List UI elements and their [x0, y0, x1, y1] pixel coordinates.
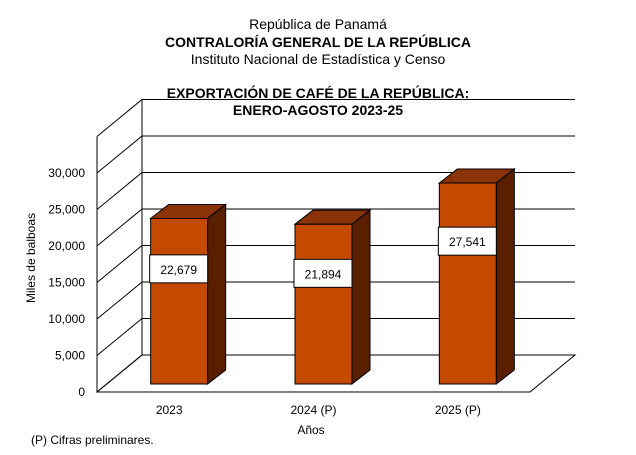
labels: 0 5,000 10,000 15,000 20,000 25,000 30,000 22,6…: [48, 166, 497, 417]
y-tick-label: 10,000: [48, 312, 85, 326]
bar: [149, 203, 228, 386]
y-axis-label: Miles de balboas: [24, 213, 38, 303]
gridline-side: [96, 172, 143, 210]
bars: [149, 167, 516, 386]
y-tick-label: 30,000: [48, 166, 85, 180]
x-axis-label: Años: [297, 423, 324, 437]
data-label-box: [149, 254, 209, 284]
y-tick-label: 0: [78, 385, 85, 399]
bar: [293, 209, 372, 386]
gridline-side: [96, 318, 143, 356]
data-label: 27,541: [449, 235, 486, 249]
header-institute: Instituto Nacional de Estadística y Cens…: [190, 51, 446, 67]
header-institution: CONTRALORÍA GENERAL DE LA REPÚBLICA: [165, 34, 471, 50]
header-country: República de Panamá: [249, 16, 387, 32]
bar-side: [495, 167, 515, 386]
bar-front: [294, 223, 353, 385]
y-tick-label: 20,000: [48, 239, 85, 253]
chart-title: EXPORTACIÓN DE CAFÉ DE LA REPÚBLICA:: [166, 85, 470, 101]
gridline-side: [96, 99, 143, 137]
data-label-box: [293, 258, 353, 288]
footnote: (P) Cifras preliminares.: [31, 433, 154, 447]
x-tick-label: 2023: [156, 403, 183, 417]
x-tick-label: 2024 (P): [290, 403, 336, 417]
y-tick-label: 15,000: [48, 276, 85, 290]
data-label: 21,894: [305, 267, 342, 281]
bar-front: [150, 217, 209, 385]
gridline-side: [96, 208, 143, 247]
data-label: 22,679: [160, 263, 197, 277]
bar-front: [438, 182, 497, 385]
gridline-side: [96, 245, 143, 283]
chart-subtitle: ENERO-AGOSTO 2023-25: [232, 102, 404, 118]
x-tick-label: 2025 (P): [435, 403, 481, 417]
bar-side: [351, 209, 371, 386]
data-label-box: [437, 226, 497, 256]
bar-side: [207, 203, 227, 386]
bar: [437, 167, 516, 386]
y-tick-label: 25,000: [48, 203, 85, 217]
gridline-side: [96, 135, 143, 174]
y-tick-label: 5,000: [55, 349, 85, 363]
gridline-side: [96, 281, 143, 320]
gridline-side: [96, 354, 143, 393]
